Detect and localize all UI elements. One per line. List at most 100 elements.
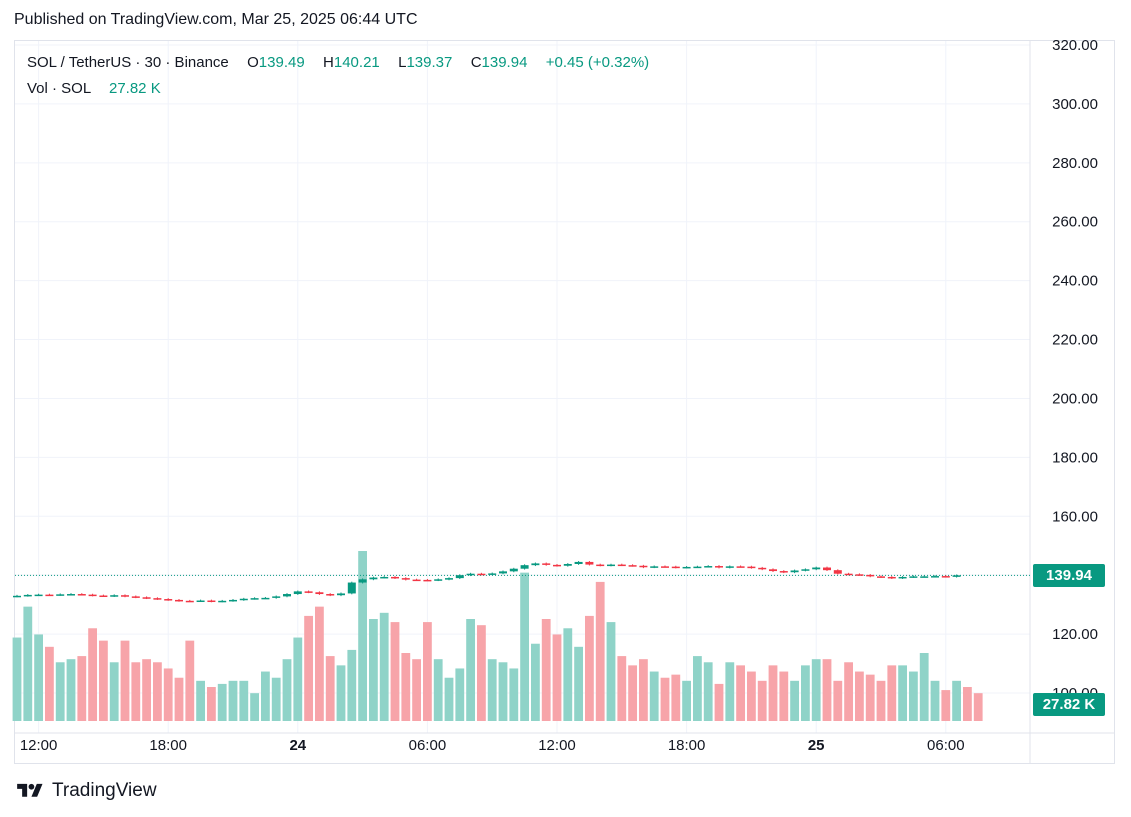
- volume-bar: [336, 665, 346, 721]
- volume-bar: [973, 693, 983, 721]
- candle-body: [153, 598, 162, 600]
- volume-bar: [455, 668, 465, 721]
- volume-bar: [174, 677, 184, 721]
- price-axis: 320.00 300.00 280.00 260.00 240.00 220.00 200.…: [1052, 37, 1098, 702]
- volume-bar: [919, 653, 929, 721]
- close-label: C: [470, 54, 482, 71]
- volume-bar: [844, 662, 853, 721]
- candle-body: [931, 576, 939, 578]
- volume-bar: [822, 659, 832, 721]
- volume-bar: [671, 674, 681, 721]
- candle-body: [466, 573, 475, 576]
- volume-bar: [293, 637, 303, 721]
- volume-bar: [239, 680, 249, 721]
- volume-bar: [909, 671, 918, 721]
- symbol-label[interactable]: SOL / TetherUS · 30 · Binance: [27, 54, 229, 71]
- candle-body: [715, 566, 723, 568]
- price-tick-label: 320.00: [1052, 37, 1098, 54]
- close-value: 139.94: [481, 54, 528, 71]
- time-tick-label: 18:00: [668, 737, 706, 754]
- volume-bar: [595, 581, 605, 721]
- candle-body: [866, 574, 875, 577]
- volume-bar: [779, 671, 789, 721]
- candle-body: [261, 597, 270, 600]
- volume-bar: [865, 674, 875, 721]
- volume-bar: [941, 690, 951, 721]
- volume-bar: [703, 662, 713, 721]
- candle-body: [110, 595, 119, 597]
- candle-body: [358, 579, 367, 583]
- volume-label[interactable]: Vol · SOL: [27, 80, 91, 97]
- volume-bar: [66, 659, 76, 721]
- volume-bar: [163, 668, 173, 721]
- volume-bar: [379, 612, 389, 721]
- candle-body: [499, 571, 507, 574]
- candle-body: [250, 598, 259, 600]
- candle-body: [650, 566, 659, 568]
- candle-body: [121, 595, 129, 597]
- time-axis: 12:00 18:00 24 06:00 12:00 18:00 25 06:00: [20, 737, 965, 754]
- volume-bar: [541, 619, 551, 721]
- candle-body: [898, 576, 907, 579]
- volume-bar: [930, 680, 940, 721]
- candle-body: [725, 566, 734, 568]
- candle-body: [563, 563, 572, 566]
- time-tick-label: 06:00: [927, 737, 965, 754]
- candle-body: [477, 573, 486, 576]
- volume-bar: [693, 656, 702, 721]
- candle-body: [574, 561, 583, 564]
- candle-body: [315, 592, 324, 595]
- volume-legend: Vol · SOL 27.82 K: [27, 80, 161, 97]
- candle-body: [812, 567, 821, 570]
- candle-body: [207, 600, 216, 603]
- candle-body: [423, 579, 432, 582]
- candle-body: [239, 598, 248, 601]
- candle-body: [218, 600, 227, 603]
- time-tick-label: 06:00: [409, 737, 447, 754]
- candle-body: [326, 594, 335, 596]
- candle-body: [272, 596, 281, 598]
- candle-body: [520, 565, 529, 569]
- candle-body: [45, 594, 54, 597]
- candle-body: [488, 573, 497, 575]
- volume-bar: [271, 677, 281, 721]
- change-value: +0.45 (+0.32%): [545, 54, 650, 71]
- time-tick-label: 24: [289, 737, 306, 754]
- volume-bar: [725, 662, 735, 721]
- volume-bar: [963, 687, 972, 721]
- volume-bar: [217, 683, 227, 721]
- volume-bar: [466, 619, 475, 721]
- volume-bar: [531, 643, 540, 721]
- volume-bar: [747, 671, 756, 721]
- tradingview-brand[interactable]: TradingView: [16, 780, 157, 802]
- candle-body: [952, 575, 961, 577]
- candle-body: [509, 568, 518, 572]
- candle-body: [628, 565, 637, 567]
- candle-body: [542, 563, 551, 565]
- volume-bar: [833, 680, 843, 721]
- price-tick-label: 120.00: [1052, 626, 1098, 643]
- candle-body: [34, 594, 43, 597]
- candle-body: [790, 570, 799, 573]
- volume-bar: [261, 671, 270, 721]
- volume-bar: [347, 649, 357, 721]
- candle-body: [769, 569, 777, 572]
- last-price-tag: 139.94: [1033, 564, 1105, 588]
- price-tick-label: 280.00: [1052, 155, 1098, 172]
- high-label: H: [323, 54, 334, 71]
- candle-body: [455, 575, 464, 579]
- time-tick-label: 25: [808, 737, 825, 754]
- candle-body: [185, 600, 194, 603]
- volume-bar: [444, 677, 454, 721]
- candle-body: [196, 600, 205, 603]
- volume-bar: [736, 665, 745, 721]
- volume-value: 27.82 K: [108, 80, 161, 97]
- volume-bar: [358, 551, 367, 721]
- candle-body: [13, 595, 21, 598]
- price-tick-label: 220.00: [1052, 332, 1098, 349]
- volume-bar: [401, 653, 411, 721]
- low-label: L: [398, 54, 407, 71]
- ohlc-legend: SOL / TetherUS · 30 · Binance O139.49 H1…: [27, 54, 649, 71]
- candle-body: [293, 591, 302, 595]
